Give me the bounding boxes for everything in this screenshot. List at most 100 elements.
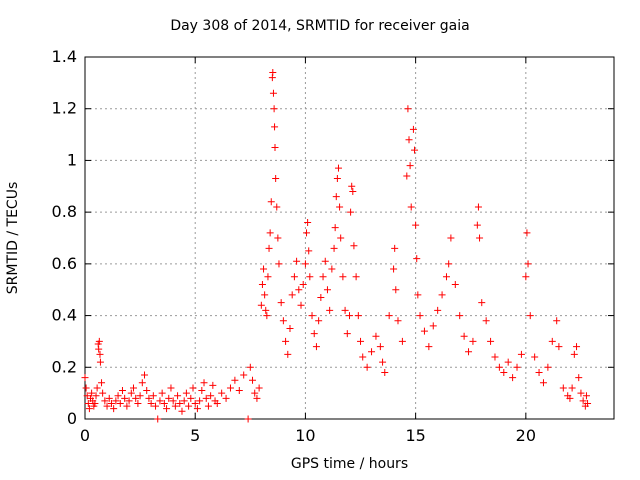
data-point <box>187 394 195 402</box>
data-point <box>303 229 311 237</box>
data-point <box>222 394 230 402</box>
data-point <box>156 397 164 405</box>
data-point <box>304 218 312 226</box>
data-point <box>160 399 168 407</box>
data-point <box>270 105 278 113</box>
data-point <box>299 281 307 289</box>
y-tick-label: 0 <box>67 409 77 428</box>
data-point <box>350 242 358 250</box>
data-point <box>500 368 508 376</box>
data-point <box>95 337 103 345</box>
data-point <box>429 322 437 330</box>
data-point <box>416 312 424 320</box>
data-point <box>279 317 287 325</box>
data-point <box>121 394 129 402</box>
data-point <box>403 172 411 180</box>
data-point <box>101 397 109 405</box>
data-point <box>191 399 199 407</box>
data-point <box>84 399 92 407</box>
data-point <box>438 291 446 299</box>
y-tick-label: 0.6 <box>52 254 77 273</box>
data-point <box>273 203 281 211</box>
data-point <box>235 387 243 395</box>
y-tick-label: 0.2 <box>52 357 77 376</box>
data-point <box>523 229 531 237</box>
data-point <box>517 350 525 358</box>
data-point <box>244 415 252 423</box>
data-point <box>271 123 279 131</box>
data-point <box>209 381 217 389</box>
data-point <box>306 273 314 281</box>
data-point <box>425 343 433 351</box>
data-point <box>275 260 283 268</box>
data-point <box>548 337 556 345</box>
y-tick-label: 1 <box>67 150 77 169</box>
data-point <box>368 348 376 356</box>
data-point <box>200 379 208 387</box>
data-point <box>411 146 419 154</box>
x-axis-label: GPS time / hours <box>290 456 409 472</box>
data-point <box>317 293 325 301</box>
data-point <box>442 273 450 281</box>
data-point <box>381 368 389 376</box>
data-point <box>392 286 400 294</box>
data-point <box>297 301 305 309</box>
data-point <box>522 273 530 281</box>
data-point <box>372 332 380 340</box>
data-point <box>566 394 574 402</box>
data-point <box>138 379 146 387</box>
data-point <box>434 306 442 314</box>
data-point <box>504 358 512 366</box>
data-point <box>134 399 142 407</box>
data-point <box>257 301 265 309</box>
data-point <box>321 257 329 265</box>
data-point <box>509 374 517 382</box>
data-point <box>132 394 140 402</box>
data-point <box>180 397 188 405</box>
data-point <box>339 273 347 281</box>
data-point <box>123 402 131 410</box>
data-point <box>577 389 585 397</box>
data-point <box>129 384 137 392</box>
data-point <box>333 175 341 183</box>
data-point <box>469 337 477 345</box>
data-point <box>163 405 171 413</box>
data-point <box>535 368 543 376</box>
data-point <box>476 234 484 242</box>
data-point <box>267 198 275 206</box>
data-point <box>312 343 320 351</box>
data-point <box>174 392 182 400</box>
data-point <box>231 376 239 384</box>
data-point <box>359 353 367 361</box>
y-tick-label: 1.4 <box>52 47 77 66</box>
x-tick-label: 15 <box>405 426 425 445</box>
data-point <box>81 374 89 382</box>
data-point <box>141 371 149 379</box>
data-point <box>218 389 226 397</box>
data-point <box>531 353 539 361</box>
data-point <box>213 399 221 407</box>
data-point <box>404 105 412 113</box>
data-point <box>202 394 210 402</box>
data-point <box>272 175 280 183</box>
data-point <box>349 187 357 195</box>
data-point <box>204 402 212 410</box>
data-point <box>263 312 271 320</box>
y-tick-label: 0.4 <box>52 306 77 325</box>
data-point <box>293 257 301 265</box>
data-point <box>118 387 126 395</box>
data-point <box>176 399 184 407</box>
data-point <box>282 337 290 345</box>
data-point <box>341 306 349 314</box>
data-point <box>253 394 261 402</box>
y-tick-label: 1.2 <box>52 99 77 118</box>
data-point <box>167 384 175 392</box>
data-point <box>92 392 100 400</box>
data-point <box>114 392 122 400</box>
data-point <box>143 387 151 395</box>
data-point <box>391 244 399 252</box>
x-tick-label: 20 <box>516 426 536 445</box>
data-point <box>570 350 578 358</box>
data-point <box>251 389 259 397</box>
